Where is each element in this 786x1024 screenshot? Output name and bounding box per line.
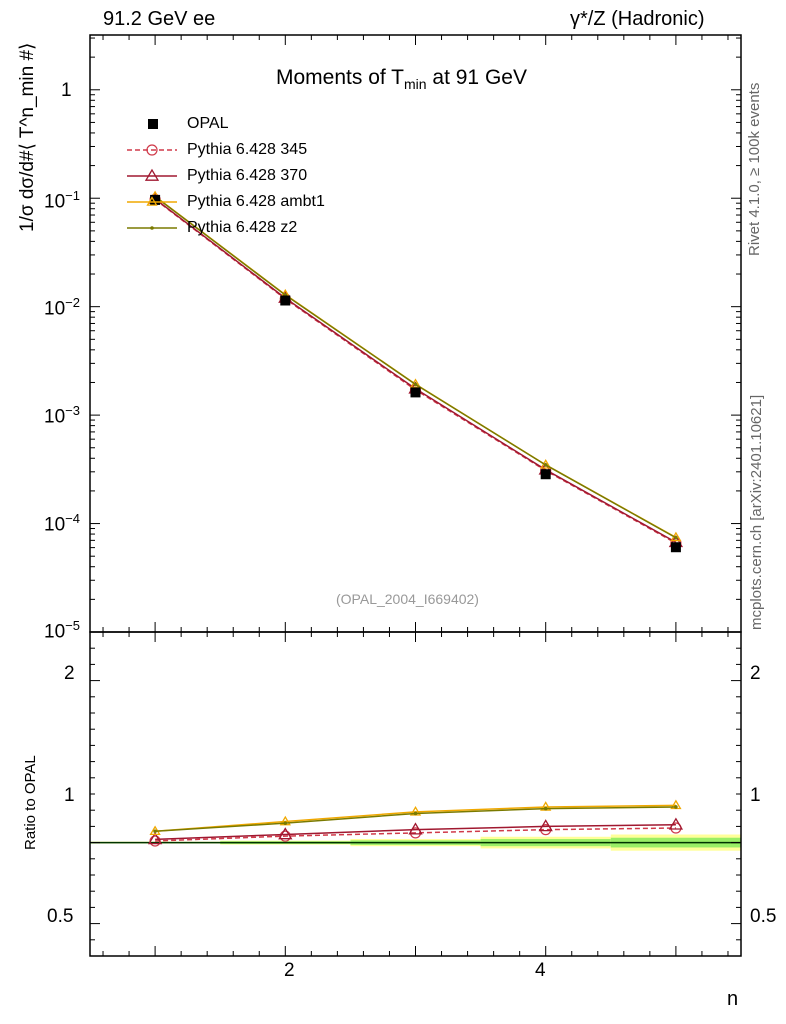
ratio-tick-label-left: 0.5 — [47, 906, 74, 927]
data-point — [543, 463, 548, 467]
y-tick-label: 10−1 — [44, 188, 80, 213]
series-line — [154, 196, 677, 539]
series-line — [154, 195, 677, 539]
data-point — [538, 819, 553, 832]
chart-title: Moments of Tmin at 91 GeV — [276, 66, 527, 92]
y-tick-label: 1 — [61, 80, 72, 101]
y-tick-label: 10−4 — [44, 511, 80, 536]
data-point-opal — [540, 469, 551, 480]
data-point-opal — [410, 387, 421, 398]
data-point — [146, 196, 158, 206]
series-line — [154, 198, 677, 543]
ratio-tick-label-left: 2 — [64, 663, 75, 684]
header-right-label: γ*/Z (Hadronic) — [570, 8, 705, 30]
y-tick-label: 10−5 — [44, 618, 80, 643]
data-point — [413, 811, 418, 816]
data-point — [674, 535, 678, 540]
ratio-plot-frame — [89, 631, 742, 957]
legend-label: Pythia 6.428 370 — [187, 167, 308, 184]
legend-marker-opal — [148, 119, 158, 129]
data-point — [283, 821, 288, 825]
data-point-opal — [150, 194, 161, 205]
ratio-tick-label-left: 1 — [64, 785, 75, 806]
y-tick-label: 10−2 — [44, 295, 80, 320]
data-point — [413, 382, 418, 387]
series-line — [154, 198, 677, 544]
x-tick-label: 4 — [535, 960, 546, 981]
data-point — [150, 226, 154, 230]
legend-label: Pythia 6.428 z2 — [187, 219, 298, 236]
header-left-label: 91.2 GeV ee — [103, 8, 216, 30]
analysis-watermark: (OPAL_2004_I669402) — [336, 591, 479, 607]
data-point-opal — [280, 295, 291, 306]
data-point — [144, 168, 160, 181]
y-tick-label: 10−3 — [44, 403, 80, 428]
ratio-y-axis-label: Ratio to OPAL — [22, 755, 39, 850]
legend-label: Pythia 6.428 ambt1 — [187, 193, 325, 210]
ratio-series-group — [147, 799, 684, 847]
rivet-version-label: Rivet 4.1.0, ≥ 100k events — [746, 82, 763, 256]
data-point — [668, 817, 684, 830]
chart-title-tail: at 91 GeV — [426, 66, 527, 89]
x-tick-label: 2 — [284, 960, 295, 981]
data-point — [674, 805, 678, 809]
data-point — [543, 806, 548, 811]
ratio-tick-label-right: 1 — [750, 785, 761, 806]
data-point — [278, 827, 293, 840]
data-point — [146, 144, 158, 156]
legend-label: OPAL — [187, 115, 229, 132]
data-point-opal — [670, 542, 681, 553]
legend-label: Pythia 6.428 345 — [187, 141, 308, 158]
data-point — [153, 829, 157, 834]
ratio-series-line — [155, 827, 676, 842]
main-series-group — [147, 190, 684, 553]
ratio-series-line — [155, 824, 676, 841]
data-point — [147, 832, 163, 845]
x-axis-label: n — [727, 988, 739, 1010]
mcplots-label: mcplots.cern.ch [arXiv:2401.10621] — [748, 394, 765, 630]
y-axis-label: 1/σ dσ/d#⟨ T^n_min #⟩ — [17, 42, 38, 232]
data-point — [408, 822, 423, 835]
ratio-tick-label-right: 2 — [750, 663, 761, 684]
axis-ticks — [90, 35, 741, 956]
chart-title-main: Moments of T — [276, 66, 404, 89]
ratio-tick-label-right: 0.5 — [750, 906, 777, 927]
legend-markers — [127, 119, 177, 230]
chart-title-sub: min — [404, 76, 427, 93]
